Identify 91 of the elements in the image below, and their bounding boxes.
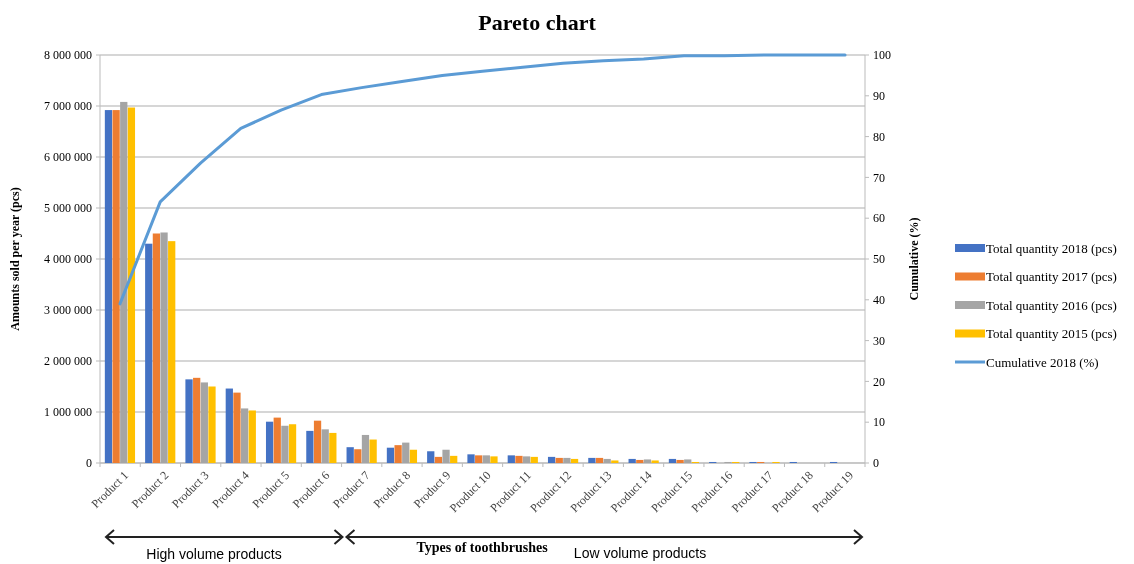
text: Low volume products	[573, 545, 707, 561]
bar	[450, 455, 458, 463]
bar	[386, 447, 395, 463]
bar	[588, 457, 596, 463]
bar	[273, 417, 281, 463]
bar	[394, 445, 402, 463]
legend-label: Total quantity 2017 (pcs)	[986, 269, 1117, 285]
line-series	[118, 53, 847, 306]
bar	[152, 233, 161, 463]
bar	[467, 454, 475, 463]
chart-title: Pareto chart	[478, 10, 597, 35]
y2-tick-label: 0	[873, 456, 879, 471]
bar	[120, 101, 128, 463]
bar	[240, 408, 249, 463]
bar	[603, 458, 611, 463]
bar	[547, 456, 556, 463]
y2-tick-label: 70	[873, 170, 885, 185]
legend-label: Total quantity 2018 (pcs)	[986, 240, 1117, 256]
bar	[507, 455, 515, 463]
y-tick-label: 4 000 000	[44, 252, 92, 267]
bar	[563, 457, 571, 463]
y2-tick-label: 100	[873, 48, 891, 63]
y2-tick-label: 90	[873, 89, 885, 103]
bar	[402, 442, 410, 463]
bar	[306, 430, 314, 463]
y-tick-label: 1 000 000	[44, 405, 92, 420]
legend-label: Total quantity 2016 (pcs)	[986, 297, 1117, 313]
y2-tick-label: 10	[873, 415, 885, 430]
y-tick-label: 0	[86, 456, 92, 471]
bar	[628, 458, 636, 463]
y2-tick-label: 30	[873, 333, 885, 348]
y2-tick-label: 50	[873, 252, 885, 267]
bar	[248, 410, 256, 463]
bar	[346, 447, 354, 463]
bar	[442, 449, 450, 463]
y2-axis-title: Cumulative (%)	[907, 217, 921, 301]
bar	[281, 425, 289, 463]
bar	[329, 432, 337, 463]
bar	[651, 460, 659, 463]
bar	[555, 457, 563, 463]
bar	[193, 377, 201, 463]
bar	[127, 107, 136, 463]
y2-tick-label: 80	[873, 129, 885, 144]
bar	[321, 429, 329, 463]
bar	[185, 379, 193, 463]
bar	[288, 424, 297, 463]
bar	[475, 455, 483, 463]
y-tick-label: 7 000 000	[44, 99, 92, 114]
bar	[482, 455, 490, 463]
bar	[200, 382, 208, 463]
bar	[595, 457, 604, 463]
bar	[684, 459, 692, 463]
bar	[676, 459, 684, 463]
legend-label: Cumulative 2018 (%)	[986, 354, 1099, 370]
y-tick-label: 2 000 000	[44, 354, 92, 369]
bar	[427, 451, 435, 463]
bar	[643, 459, 652, 463]
bar	[409, 449, 418, 463]
bar	[233, 392, 241, 463]
y-tick-label: 8 000 000	[44, 48, 92, 63]
x-axis-title: Types of toothbrushes	[416, 540, 549, 555]
bar	[112, 110, 120, 463]
bar	[434, 456, 443, 463]
y2-tick-label: 20	[873, 374, 885, 389]
bar	[515, 455, 523, 463]
bar	[570, 458, 579, 463]
bar	[490, 456, 498, 463]
y-tick-label: 6 000 000	[44, 150, 92, 165]
bar	[522, 456, 531, 463]
bar	[354, 449, 362, 463]
y-axis-title: Amounts sold per year (pcs)	[8, 187, 22, 331]
y-tick-label: 3 000 000	[44, 303, 92, 318]
bar	[208, 386, 216, 463]
bar	[361, 434, 370, 463]
bar	[225, 388, 233, 463]
bar	[265, 421, 274, 463]
bar	[145, 243, 153, 463]
bar	[168, 241, 176, 463]
bar	[369, 439, 377, 463]
bar	[668, 458, 677, 463]
bar	[530, 456, 538, 463]
bar	[104, 110, 113, 463]
text: High volume products	[146, 546, 282, 562]
y2-tick-label: 60	[873, 211, 885, 226]
bar	[636, 459, 644, 463]
y-tick-label: 5 000 000	[44, 201, 92, 216]
y2-tick-label: 40	[873, 293, 885, 307]
bar	[160, 232, 168, 463]
bar	[611, 460, 619, 463]
bar	[313, 420, 322, 463]
legend-label: Total quantity 2015 (pcs)	[986, 326, 1117, 342]
